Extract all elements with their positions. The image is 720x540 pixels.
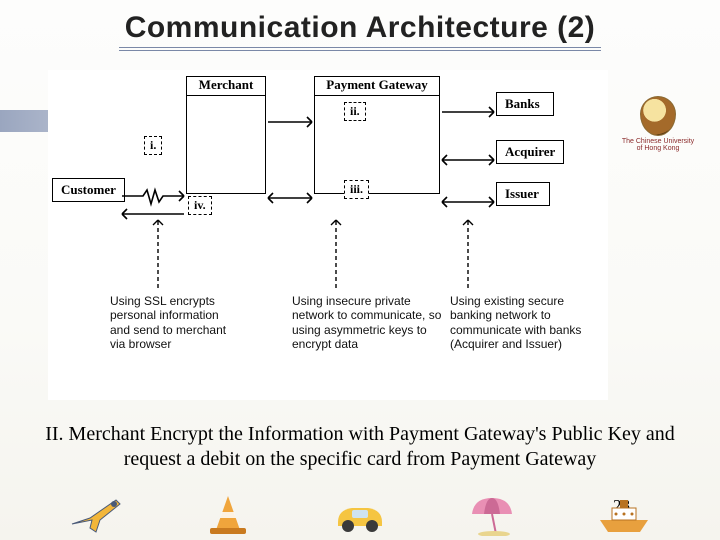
caption-arrow <box>153 220 163 293</box>
node-gateway: Payment Gateway <box>314 76 440 194</box>
university-logo: The Chinese University of Hong Kong <box>618 96 698 153</box>
cruise-ship-icon <box>594 490 654 536</box>
caption-arrow <box>463 220 473 293</box>
node-gateway-label: Payment Gateway <box>315 75 439 96</box>
university-name: The Chinese University of Hong Kong <box>618 138 698 153</box>
step-label-iii: iii. <box>344 180 369 199</box>
architecture-diagram: Customer Merchant Payment Gateway Banks Ac… <box>48 70 608 400</box>
caption-i: Using SSL encrypts personal information … <box>110 294 240 352</box>
node-banks: Banks <box>496 92 554 116</box>
step-label-ii: ii. <box>344 102 366 121</box>
edge-arrow <box>442 192 494 217</box>
step-label-i: i. <box>144 136 162 155</box>
car-icon <box>330 490 390 536</box>
edge-arrow <box>442 150 494 175</box>
node-merchant-label: Merchant <box>187 75 265 96</box>
airplane-icon <box>66 490 126 536</box>
edge-arrow <box>268 188 312 213</box>
clipart-row <box>0 482 720 536</box>
title-band: Communication Architecture (2) <box>0 0 720 62</box>
caption-iii: Using existing secure banking network to… <box>450 294 598 352</box>
edge-arrow <box>442 102 494 127</box>
beach-umbrella-icon <box>462 490 522 536</box>
traffic-cone-icon <box>198 490 258 536</box>
slide: Communication Architecture (2) The Chine… <box>0 0 720 540</box>
node-acquirer: Acquirer <box>496 140 564 164</box>
node-customer: Customer <box>52 178 125 202</box>
node-merchant: Merchant <box>186 76 266 194</box>
caption-ii: Using insecure private network to commun… <box>292 294 442 352</box>
edge-arrow <box>268 112 312 137</box>
caption-arrow <box>331 220 341 293</box>
crest-icon <box>640 96 676 136</box>
step-label-iv: iv. <box>188 196 212 215</box>
slide-title: Communication Architecture (2) <box>119 11 602 51</box>
step-description: II. Merchant Encrypt the Information wit… <box>14 422 706 472</box>
node-issuer: Issuer <box>496 182 550 206</box>
